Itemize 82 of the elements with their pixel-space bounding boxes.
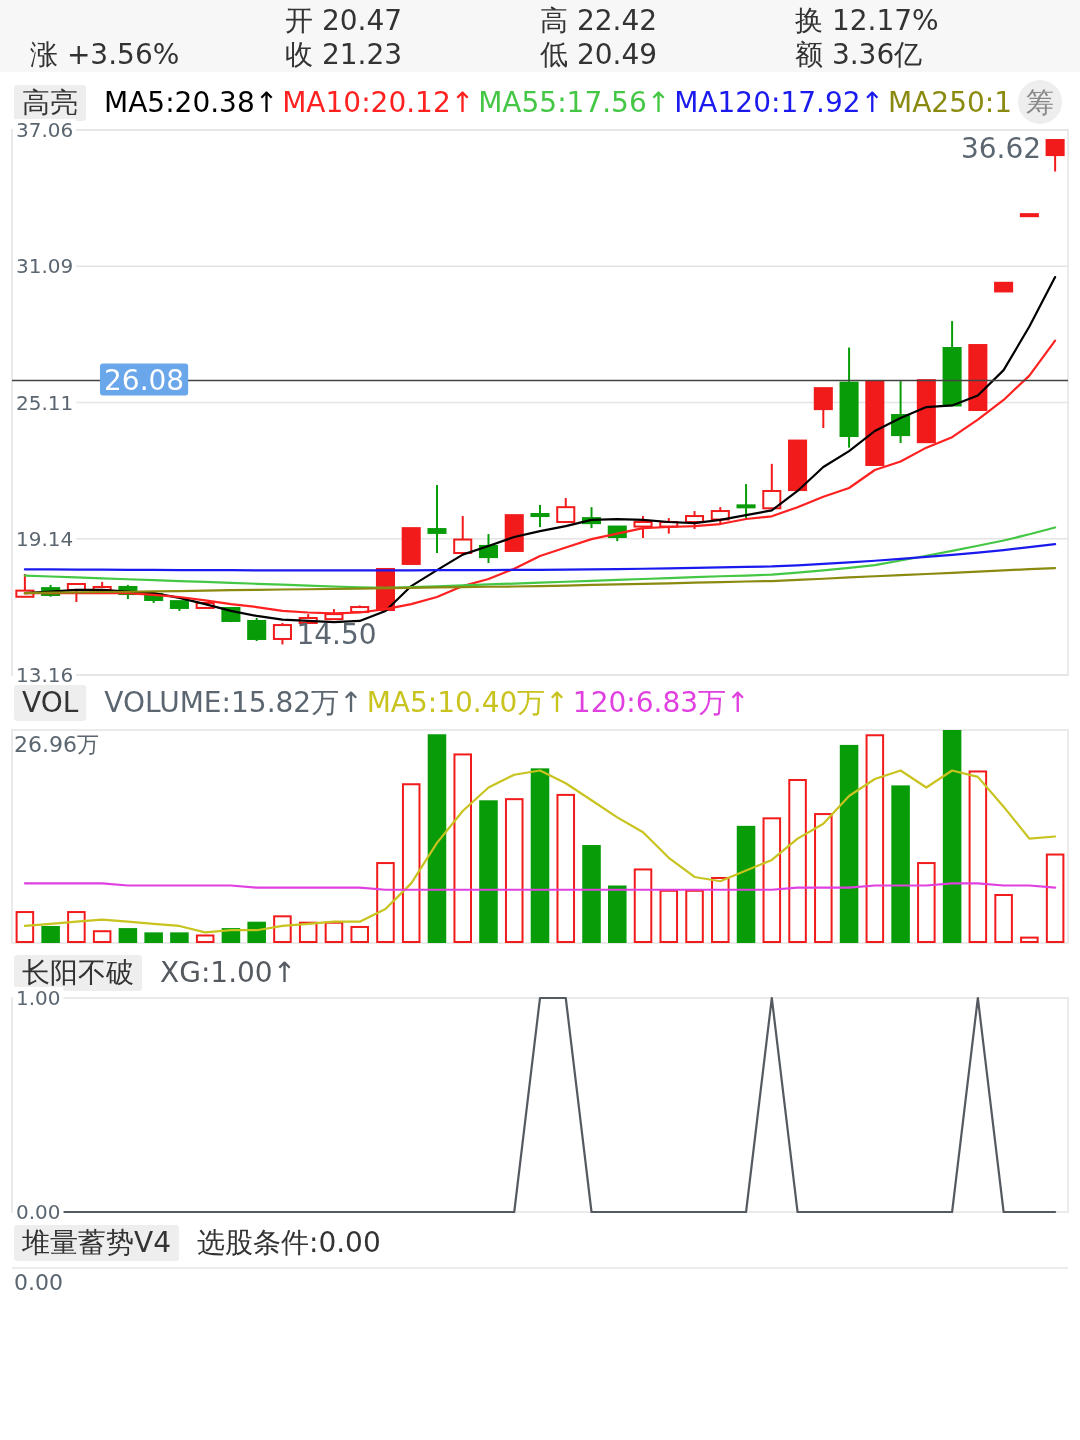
candlestick [736,483,756,521]
bar [530,768,550,943]
bar [15,911,35,943]
bar [1045,853,1065,943]
candlestick [453,515,473,554]
bar [92,930,112,943]
bar [556,793,576,943]
bar [41,925,60,943]
text: 开 20.47 [285,4,403,37]
text: MA5:20.38↑ [104,86,279,119]
bar [170,932,189,943]
candlestick [247,616,267,643]
bar [427,734,447,943]
text: 120:6.83万↑ [572,686,750,719]
text: 收 21.23 [285,38,403,71]
text: 高 22.42 [540,4,658,37]
text: 选股条件:0.00 [196,1226,381,1259]
annotation: 36.62 [960,132,1042,166]
candlestick [272,622,292,646]
candlestick [530,504,550,529]
candlestick [427,484,447,554]
text: 换 12.17% [795,4,939,37]
bar [711,876,730,943]
bar [685,889,704,943]
y-tick-label: 31.09 [16,254,74,279]
candlestick [1045,139,1065,173]
text: 筹 [1026,86,1054,119]
bar [788,778,807,943]
text: 额 3.36亿 [795,38,923,71]
bar [994,894,1013,943]
bar [582,845,601,943]
ref-line-label: 26.08 [104,364,185,398]
bar [942,730,962,943]
bar [891,785,910,943]
bar [659,889,679,943]
bar [195,934,215,943]
y-tick-label: 37.06 [16,118,74,142]
candlestick [762,462,782,510]
bar [118,928,138,943]
bar [453,753,472,943]
text: 低 20.49 [540,38,658,71]
text: VOLUME:15.82万↑ [104,686,363,719]
candlestick [633,515,653,539]
y-tick-label: 19.14 [16,526,74,551]
y-tick-label: 0.00 [16,1200,61,1224]
text: 涨 +3.56% [30,38,180,71]
y-tick-label: 1.00 [16,986,61,1010]
bar [839,744,859,943]
bar [479,800,498,943]
bar [1020,936,1039,943]
bar [67,911,86,943]
candlestick [813,387,833,430]
text: MA55:17.56↑ [478,86,671,119]
bar [917,862,936,943]
chart-title: 高亮 [22,86,78,119]
chart-title: VOL [22,686,79,719]
bar [401,783,421,943]
bar [814,813,833,943]
text: MA5:10.40万↑ [366,686,569,719]
text: MA250:1 [888,86,1013,119]
bar [633,868,653,943]
bar [144,932,163,943]
text: XG:1.00↑ [160,956,297,989]
annotation: 26.96万 [14,732,99,757]
y-tick-label: 25.11 [16,390,74,415]
bar [504,798,524,943]
bar [968,770,988,943]
chart-title: 长阳不破 [22,956,134,989]
bar [762,817,782,943]
bar [376,862,395,943]
text: MA10:20.12↑ [282,86,475,119]
annotation: 14.50 [296,618,377,652]
text: 堆量蓄势V4 [21,1226,171,1259]
y-tick-label: 13.16 [16,663,74,687]
bar [350,925,369,943]
bar [736,825,756,943]
bar [273,915,292,943]
bar [608,885,627,943]
bar [865,734,885,943]
candlestick [556,497,576,523]
text: MA120:17.92↑ [674,86,884,119]
bar [324,921,344,943]
